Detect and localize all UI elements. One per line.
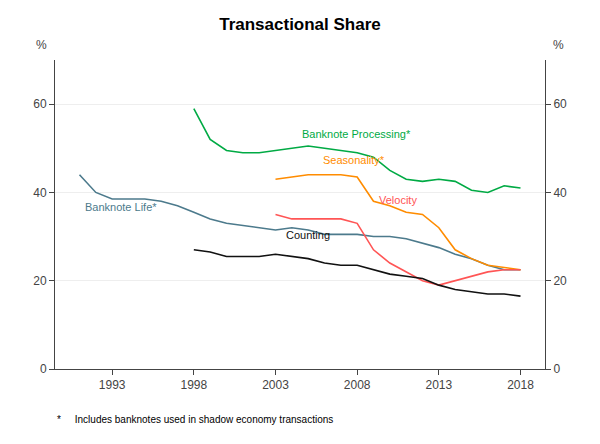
svg-text:60: 60	[553, 97, 567, 111]
svg-text:1998: 1998	[180, 378, 207, 392]
svg-text:20: 20	[553, 274, 567, 288]
svg-text:2013: 2013	[425, 378, 452, 392]
svg-text:Transactional Share: Transactional Share	[219, 15, 381, 34]
svg-text:Counting: Counting	[286, 229, 330, 241]
svg-text:%: %	[553, 38, 564, 52]
svg-text:Seasonality*: Seasonality*	[323, 154, 385, 166]
svg-text:1993: 1993	[99, 378, 126, 392]
svg-text:%: %	[36, 38, 47, 52]
svg-text:Banknote Life*: Banknote Life*	[85, 201, 157, 213]
svg-text:2003: 2003	[262, 378, 289, 392]
svg-text:40: 40	[553, 186, 567, 200]
svg-text:* Includes banknotes used: * Includes banknotes used in shadow econ…	[57, 414, 333, 425]
svg-text:60: 60	[33, 97, 47, 111]
svg-text:0: 0	[40, 362, 47, 376]
svg-text:Banknote Processing*: Banknote Processing*	[302, 128, 411, 140]
svg-text:40: 40	[33, 186, 47, 200]
svg-text:2008: 2008	[344, 378, 371, 392]
svg-text:20: 20	[33, 274, 47, 288]
svg-text:Velocity: Velocity	[379, 194, 417, 206]
svg-text:2018: 2018	[507, 378, 534, 392]
svg-text:0: 0	[553, 362, 560, 376]
